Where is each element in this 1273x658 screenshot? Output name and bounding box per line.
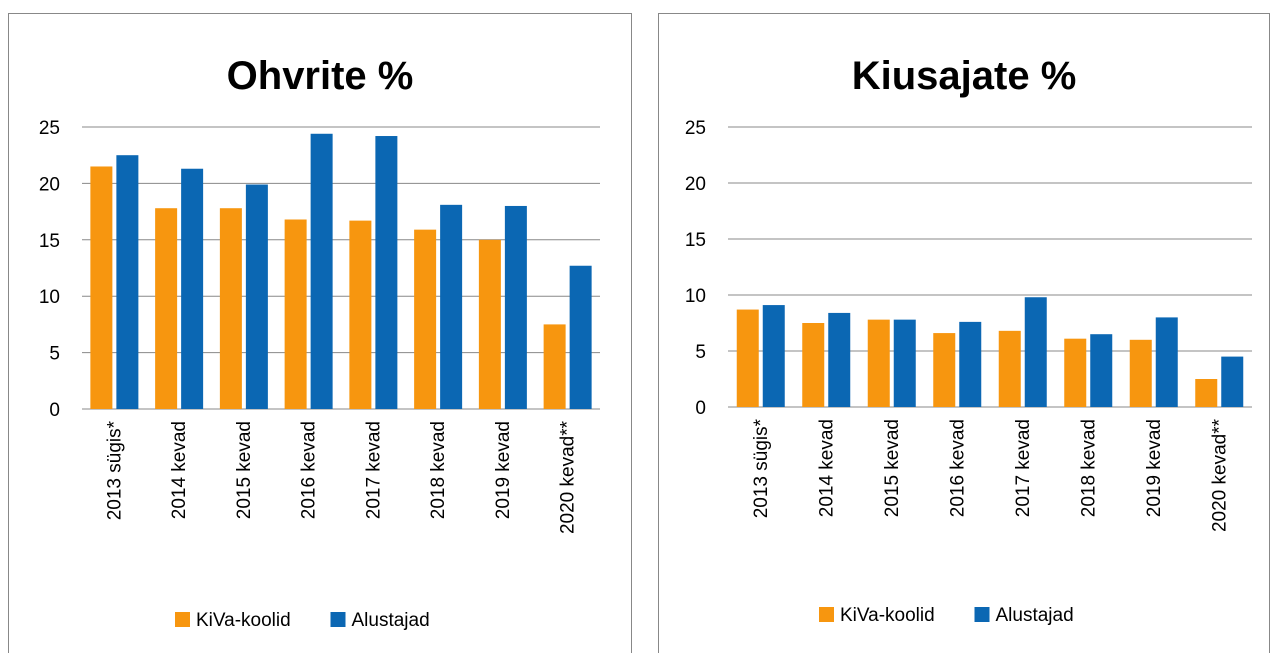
x-tick-label: 2020 kevad** [1209, 418, 1230, 532]
bar [181, 168, 204, 409]
bar [893, 319, 916, 407]
x-tick-label: 2017 kevad [1013, 419, 1034, 517]
bar [349, 220, 372, 409]
panel-border [8, 13, 632, 658]
legend-label: KiVa-koolid [196, 610, 291, 631]
legend-swatch [330, 612, 346, 627]
bar [569, 265, 592, 409]
legend-swatch [175, 612, 190, 627]
x-tick-label: 2016 kevad [299, 421, 320, 519]
bar [155, 208, 178, 409]
chart-title: Kiusajate % [852, 54, 1077, 98]
y-tick-label: 5 [49, 344, 60, 365]
y-tick-label: 15 [39, 231, 60, 252]
x-tick-label: 2016 kevad [947, 419, 968, 517]
x-tick-label: 2019 kevad [493, 421, 514, 519]
legend-label: Alustajad [996, 605, 1074, 626]
bar [90, 166, 113, 409]
chart-title: Ohvrite % [227, 54, 414, 98]
x-tick-label: 2020 kevad** [558, 420, 579, 534]
y-tick-label: 20 [685, 174, 706, 195]
y-tick-label: 10 [685, 286, 706, 307]
bar [504, 205, 527, 409]
bar [1064, 338, 1087, 407]
bar [478, 239, 501, 409]
x-tick-label: 2013 sügis* [104, 420, 125, 520]
x-tick-label: 2015 kevad [882, 419, 903, 517]
bar [375, 136, 398, 410]
legend-swatch [819, 607, 834, 622]
panel-border [658, 13, 1270, 658]
bar [933, 333, 956, 407]
x-tick-label: 2018 kevad [428, 421, 449, 519]
bar [1221, 356, 1244, 407]
y-tick-label: 15 [685, 230, 706, 251]
x-tick-label: 2015 kevad [234, 421, 255, 519]
y-tick-label: 10 [39, 287, 60, 308]
legend-label: KiVa-koolid [840, 605, 935, 626]
y-tick-label: 5 [695, 342, 706, 363]
x-tick-label: 2014 kevad [169, 421, 190, 519]
bar [1155, 317, 1178, 407]
bar [543, 324, 566, 409]
bar [762, 305, 785, 407]
bar [802, 323, 825, 407]
y-tick-label: 20 [39, 174, 60, 195]
x-tick-label: 2014 kevad [816, 419, 837, 517]
y-tick-label: 0 [695, 398, 706, 419]
bar [867, 319, 890, 407]
bar [1024, 297, 1047, 407]
bar [310, 133, 333, 409]
y-tick-label: 25 [39, 118, 60, 139]
bar [1195, 379, 1218, 407]
bar [116, 155, 139, 409]
y-tick-label: 25 [685, 118, 706, 139]
y-tick-label: 0 [49, 400, 60, 421]
bar [414, 229, 437, 409]
x-tick-label: 2013 sügis* [751, 418, 772, 518]
bar [245, 184, 268, 409]
x-tick-label: 2018 kevad [1078, 419, 1099, 517]
bar [998, 330, 1021, 407]
bar [828, 312, 851, 407]
bar [440, 204, 463, 409]
bar [1090, 334, 1113, 407]
x-tick-label: 2017 kevad [363, 421, 384, 519]
bar [959, 321, 982, 407]
bar [736, 309, 759, 407]
legend-swatch [974, 607, 990, 622]
bar [284, 219, 307, 409]
x-tick-label: 2019 kevad [1144, 419, 1165, 517]
bar [1129, 339, 1152, 407]
bar [219, 208, 242, 409]
legend-label: Alustajad [352, 610, 430, 631]
